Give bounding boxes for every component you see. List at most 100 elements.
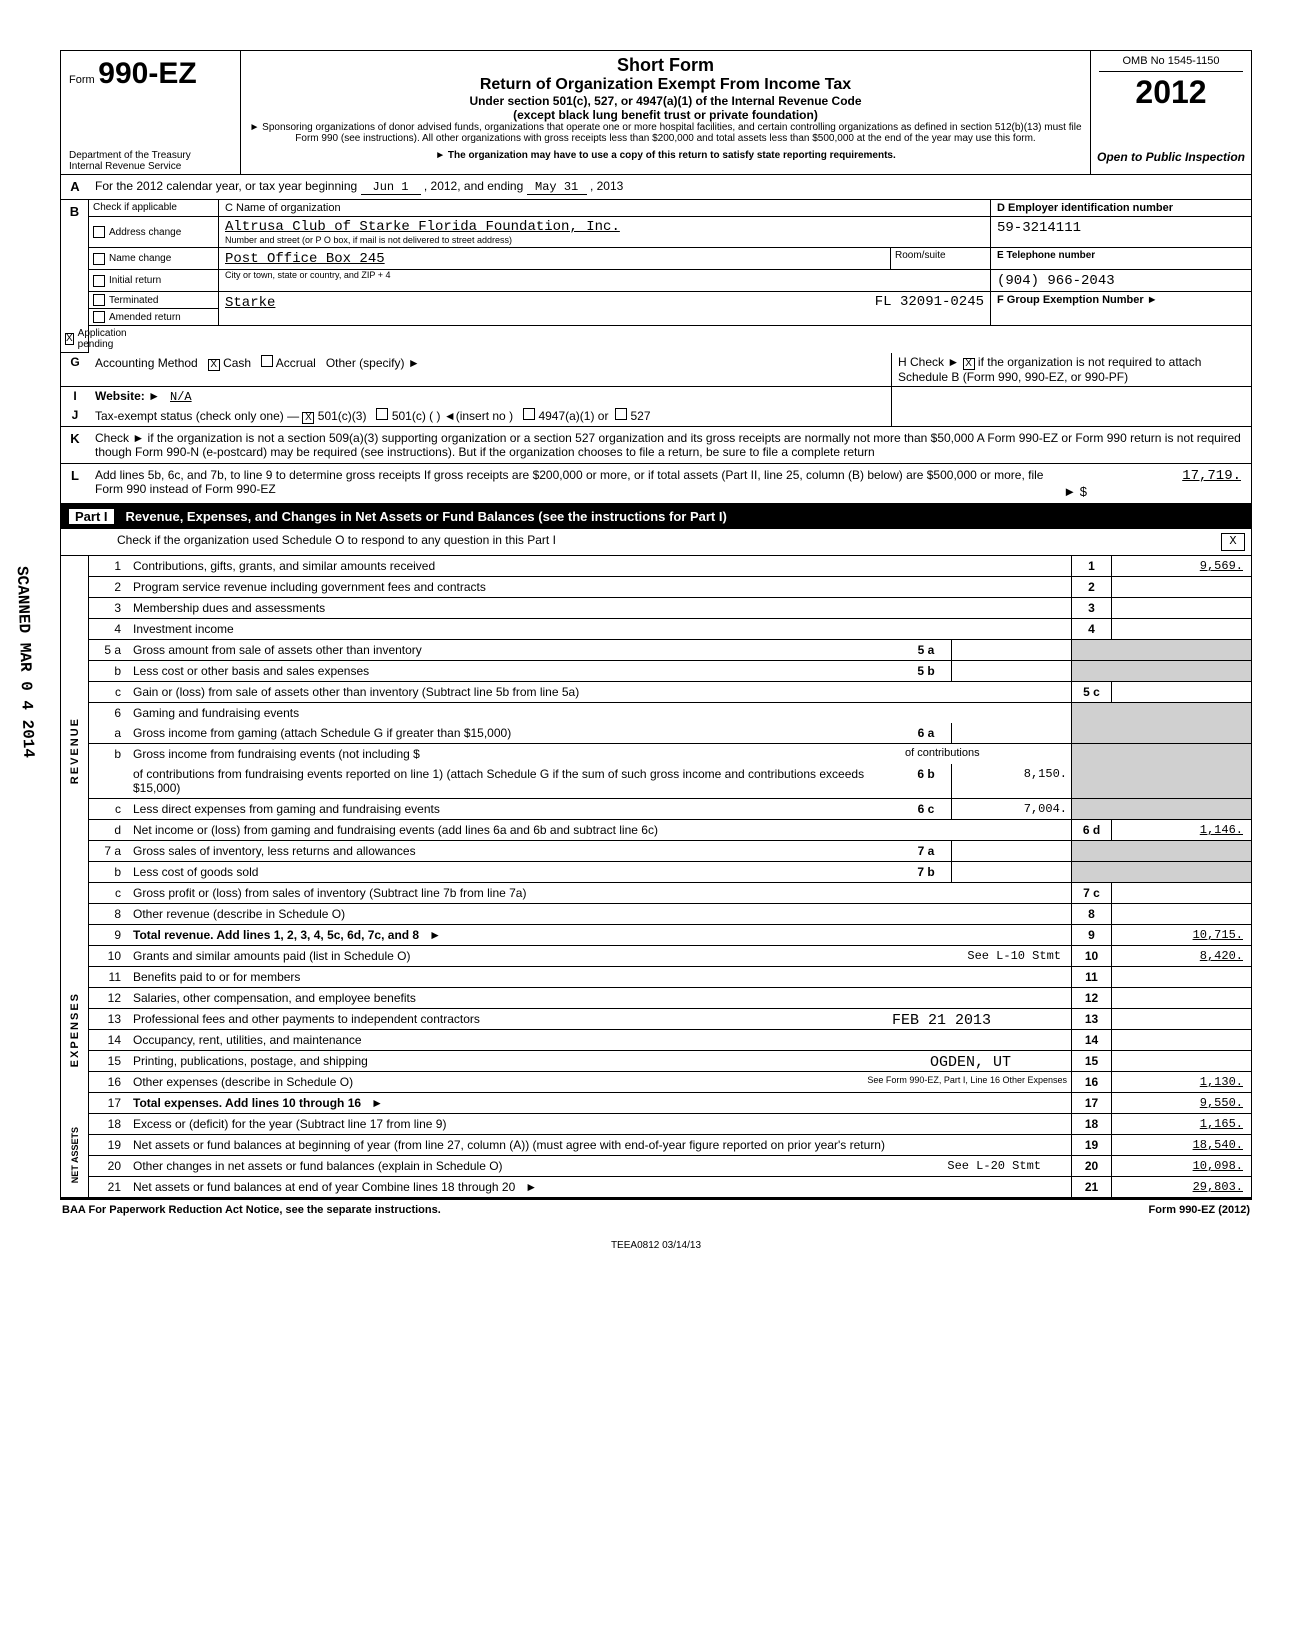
line-2-value[interactable] [1111, 577, 1251, 598]
line-i: I Website: ► N/A [60, 387, 1252, 406]
line-7c-value[interactable] [1111, 883, 1251, 904]
line-5b-value[interactable] [951, 661, 1071, 682]
chk-initial-return[interactable]: Initial return [89, 270, 219, 292]
revenue-grid: REVENUE 1Contributions, gifts, grants, a… [60, 556, 1252, 946]
line-16-value[interactable]: 1,130. [1111, 1072, 1251, 1093]
527-checkbox[interactable] [615, 408, 627, 420]
city-value[interactable]: Starke [225, 295, 275, 311]
line-12-value[interactable] [1111, 988, 1251, 1009]
line-5c-value[interactable] [1111, 682, 1251, 703]
omb-number: OMB No 1545-1150 [1099, 55, 1243, 72]
chk-amended[interactable]: Amended return [89, 309, 219, 326]
line-a-end-month[interactable]: May 31 [527, 180, 587, 195]
line-10-note: See L-10 Stmt [967, 949, 1061, 963]
line-1-value[interactable]: 9,569. [1111, 556, 1251, 577]
phone-value[interactable]: (904) 966-2043 [997, 273, 1115, 289]
letter-i: I [61, 387, 89, 406]
line-14-value[interactable] [1111, 1030, 1251, 1051]
street-value[interactable]: Post Office Box 245 [225, 251, 385, 267]
line-k-text: Check ► if the organization is not a sec… [89, 427, 1251, 463]
letter-a: A [61, 175, 89, 199]
letter-j: J [61, 406, 89, 426]
tax-year: 2012 [1099, 72, 1243, 113]
line-13-value[interactable] [1111, 1009, 1251, 1030]
line-4-value[interactable] [1111, 619, 1251, 640]
website: Website: ► N/A [89, 387, 891, 406]
room-suite: Room/suite [891, 248, 991, 270]
ein-value[interactable]: 59-3214111 [997, 220, 1081, 236]
line-6b-value[interactable]: 8,150. [951, 764, 1071, 799]
revenue-vert: REVENUE [61, 556, 89, 946]
line-6c-value[interactable]: 7,004. [951, 799, 1071, 820]
line-11-value[interactable] [1111, 967, 1251, 988]
form-number-cell: Form 990-EZ [61, 51, 241, 148]
line-a-row: A For the 2012 calendar year, or tax yea… [60, 175, 1252, 200]
city-lbl: City or town, state or country, and ZIP … [219, 270, 991, 292]
feb-stamp: FEB 21 2013 [892, 1012, 991, 1029]
check-o-checkbox[interactable]: X [1221, 533, 1245, 551]
line-k: K Check ► if the organization is not a s… [60, 427, 1252, 464]
line-16-note: See Form 990-EZ, Part I, Line 16 Other E… [867, 1075, 1067, 1085]
h-checkbox[interactable]: X [963, 358, 975, 370]
phone-cell: E Telephone number [991, 248, 1251, 270]
form-header: Form 990-EZ Short Form Return of Organiz… [60, 50, 1252, 148]
line-20-note: See L-20 Stmt [947, 1159, 1041, 1173]
cash-checkbox[interactable]: X [208, 359, 220, 371]
part1-header: Part I Revenue, Expenses, and Changes in… [60, 504, 1252, 529]
line-8-value[interactable] [1111, 904, 1251, 925]
line-h: H Check ► X if the organization is not r… [891, 353, 1251, 386]
title-sponsor: ► Sponsoring organizations of donor advi… [249, 122, 1082, 144]
chk-address-change[interactable]: Address change [89, 217, 219, 248]
501c3-checkbox[interactable]: X [302, 412, 314, 424]
title-shortform: Short Form [249, 55, 1082, 76]
line-a-content: For the 2012 calendar year, or tax year … [89, 175, 1251, 199]
f-head: F Group Exemption Number ► [997, 294, 1158, 306]
accrual-checkbox[interactable] [261, 355, 273, 367]
scanned-stamp: SCANNED MAR 0 4 2014 [13, 566, 38, 759]
arrow-note: ► The organization may have to use a cop… [241, 148, 1091, 174]
4947-checkbox[interactable] [523, 408, 535, 420]
footer-code: TEEA0812 03/14/13 [60, 1220, 1252, 1255]
line-5a-value[interactable] [951, 640, 1071, 661]
phone-lbl: E Telephone number [997, 250, 1245, 261]
assets-grid: NET ASSETS 18Excess or (deficit) for the… [60, 1114, 1252, 1198]
chk-name-change[interactable]: Name change [89, 248, 219, 270]
line-6a-value[interactable] [951, 723, 1071, 744]
line-a-begin[interactable]: Jun 1 [361, 180, 421, 195]
line-3-value[interactable] [1111, 598, 1251, 619]
line-l-text: Add lines 5b, 6c, and 7b, to line 9 to d… [89, 464, 1051, 503]
open-to-public: Open to Public Inspection [1091, 148, 1251, 174]
line-21-value[interactable]: 29,803. [1111, 1177, 1251, 1197]
state-zip[interactable]: FL 32091-0245 [875, 294, 984, 310]
line-17-value[interactable]: 9,550. [1111, 1093, 1251, 1114]
line-6d-value[interactable]: 1,146. [1111, 820, 1251, 841]
line-9-value[interactable]: 10,715. [1111, 925, 1251, 946]
letter-l: L [61, 464, 89, 503]
chk-terminated[interactable]: Terminated [89, 292, 219, 309]
form-label-small: Form [69, 74, 95, 86]
line-18-value[interactable]: 1,165. [1111, 1114, 1251, 1135]
line-7b-value[interactable] [951, 862, 1071, 883]
street-cell: Post Office Box 245 [219, 248, 891, 270]
org-name-cell: Altrusa Club of Starke Florida Foundatio… [219, 217, 991, 248]
line-j: J Tax-exempt status (check only one) — X… [60, 406, 1252, 427]
line-15-value[interactable] [1111, 1051, 1251, 1072]
line-20-value[interactable]: 10,098. [1111, 1156, 1251, 1177]
form-number: 990-EZ [98, 57, 196, 90]
line-l-arrow: ► $ [1051, 464, 1091, 503]
website-value[interactable]: N/A [170, 390, 192, 404]
line-10-value[interactable]: 8,420. [1111, 946, 1251, 967]
chk-application-pending[interactable]: XApplication pending [61, 326, 89, 353]
line-a-mid: , 2012, and ending [424, 179, 523, 193]
form-ref: Form 990-EZ (2012) [1149, 1204, 1250, 1216]
501c-checkbox[interactable] [376, 408, 388, 420]
org-name[interactable]: Altrusa Club of Starke Florida Foundatio… [225, 219, 984, 235]
dept-treasury: Department of the Treasury Internal Reve… [61, 148, 241, 174]
line-l-amount[interactable]: 17,719. [1091, 464, 1251, 503]
line-19-value[interactable]: 18,540. [1111, 1135, 1251, 1156]
title-section: Under section 501(c), 527, or 4947(a)(1)… [249, 94, 1082, 108]
letter-g: G [61, 353, 89, 386]
id-block: B Check if applicable C Name of organiza… [60, 200, 1252, 353]
part1-title: Revenue, Expenses, and Changes in Net As… [126, 509, 1243, 524]
line-7a-value[interactable] [951, 841, 1071, 862]
